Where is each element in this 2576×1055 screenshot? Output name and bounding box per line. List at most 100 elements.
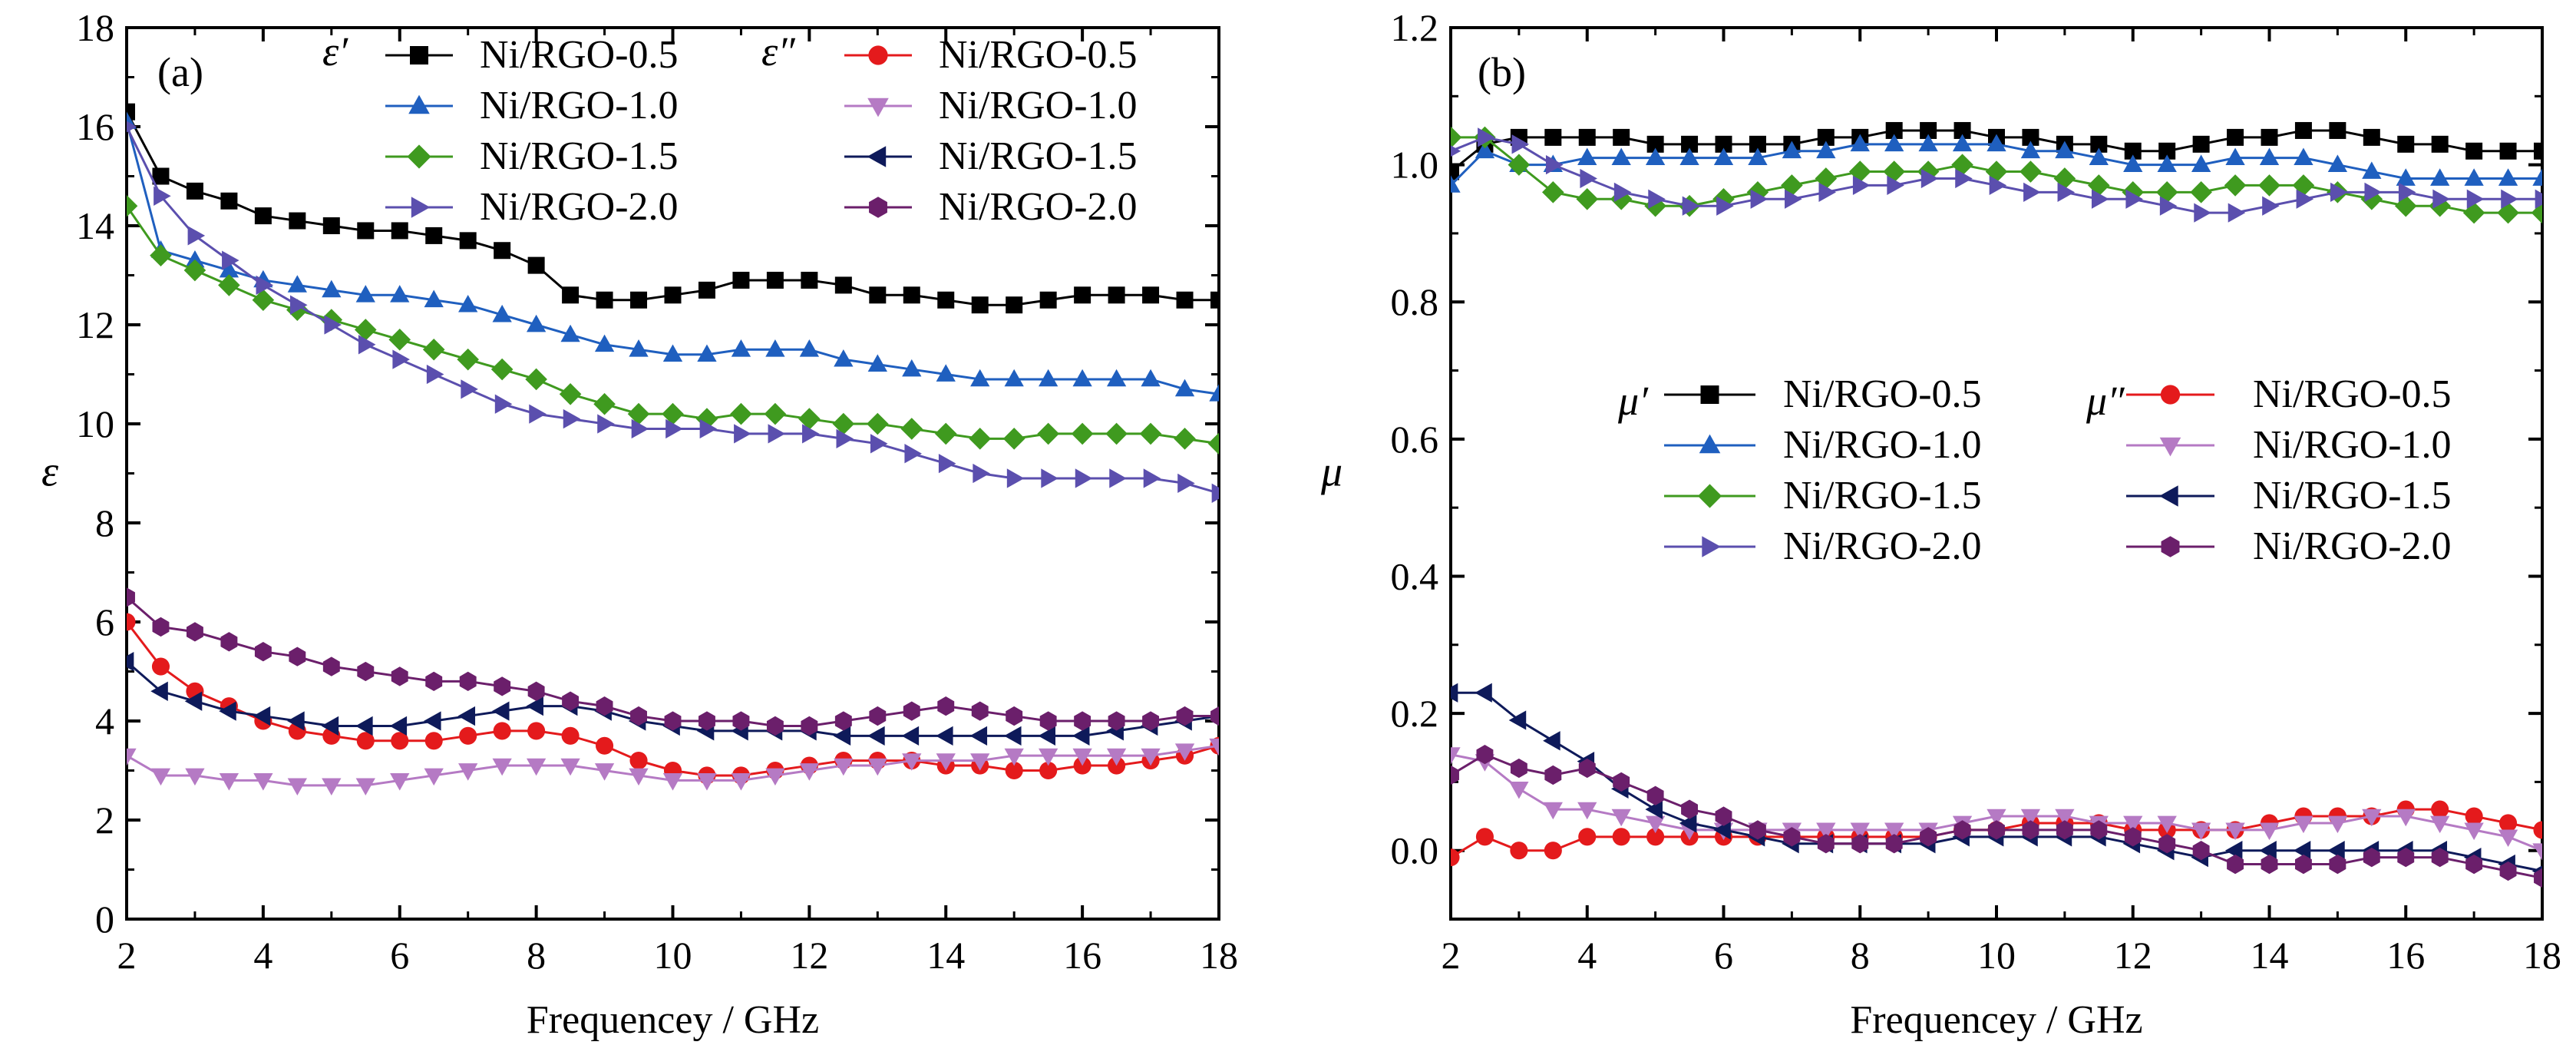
data-point <box>2259 822 2280 841</box>
data-point <box>1884 134 1904 152</box>
data-point <box>562 286 580 304</box>
data-point <box>1174 428 1196 450</box>
y-axis-title: ε <box>41 448 59 496</box>
data-point <box>697 344 717 362</box>
data-point <box>629 339 649 357</box>
data-point <box>1852 175 1871 196</box>
data-point <box>1074 286 1091 304</box>
data-point <box>936 726 953 746</box>
data-point <box>1106 369 1127 387</box>
data-point <box>971 701 989 721</box>
data-point <box>461 379 478 399</box>
data-point <box>1715 135 1732 153</box>
data-point <box>559 383 582 405</box>
data-point <box>2327 815 2348 834</box>
data-point <box>219 260 239 278</box>
data-point <box>2534 868 2542 888</box>
data-point <box>2531 201 2542 224</box>
data-point <box>525 368 547 391</box>
data-point <box>1141 748 1161 766</box>
legend-marker <box>1700 385 1719 404</box>
data-point <box>2227 128 2244 146</box>
data-point <box>1885 834 1903 854</box>
data-point <box>1074 711 1091 731</box>
data-point <box>2020 809 2041 827</box>
data-point <box>2053 167 2076 190</box>
data-point <box>492 304 512 322</box>
data-point <box>1646 828 1665 846</box>
data-point <box>2431 135 2449 153</box>
data-point <box>900 418 923 440</box>
data-point <box>2158 142 2176 160</box>
data-point <box>2020 160 2042 183</box>
data-point <box>424 732 443 750</box>
data-point <box>1679 813 1697 833</box>
legend-marker <box>867 98 889 117</box>
data-point <box>1510 758 1527 779</box>
data-point <box>1645 799 1663 819</box>
data-point <box>973 463 990 484</box>
data-point <box>2124 142 2142 160</box>
data-point <box>425 227 443 244</box>
data-point <box>425 671 443 692</box>
data-point <box>2462 201 2485 224</box>
data-point <box>801 716 818 736</box>
series-6-Ni/RGO-1.5 <box>127 651 1219 746</box>
legend-group-1: ε″ Ni/RGO-0.5 Ni/RGO-1.0 Ni/RGO-1.5 Ni/RGO-2… <box>761 28 1138 229</box>
legend-entry: Ni/RGO-2.0 <box>1664 524 1982 568</box>
series-7-Ni/RGO-2.0 <box>127 587 1219 736</box>
data-point <box>252 289 275 312</box>
data-point <box>458 295 478 313</box>
data-point <box>1580 168 1597 189</box>
x-tick-label: 2 <box>117 934 137 977</box>
data-point <box>1510 842 1528 860</box>
x-axis-title: Frequencey / GHz <box>1850 998 2142 1042</box>
data-point <box>1815 167 1838 190</box>
data-point <box>127 121 137 133</box>
data-point <box>1451 145 1461 157</box>
series-3-Ni/RGO-2.0 <box>127 121 1219 503</box>
data-point <box>1545 154 1564 175</box>
data-point <box>1475 683 1492 703</box>
legend-label: Ni/RGO-2.0 <box>480 185 679 229</box>
data-point <box>768 424 786 444</box>
data-point <box>799 339 820 357</box>
data-point <box>1985 160 2008 183</box>
data-point <box>596 696 613 716</box>
data-point <box>1953 121 1971 139</box>
x-axis-title: Frequencey / GHz <box>527 998 819 1042</box>
data-point <box>801 271 818 289</box>
data-point <box>2123 815 2143 834</box>
data-point <box>2363 128 2380 146</box>
data-point <box>2431 847 2449 868</box>
data-point <box>937 696 955 716</box>
legend-marker <box>867 146 887 167</box>
data-point <box>867 726 885 746</box>
data-point <box>732 711 750 731</box>
data-point <box>354 319 377 341</box>
data-point <box>459 726 477 745</box>
data-point <box>2294 815 2313 834</box>
legend-entry: Ni/RGO-0.5 <box>1664 372 1982 416</box>
data-point <box>2020 141 2041 159</box>
data-point <box>2157 815 2177 834</box>
x-tick-label: 14 <box>926 934 965 977</box>
data-point <box>492 758 512 776</box>
data-point <box>937 291 955 309</box>
data-point <box>1508 710 1527 730</box>
data-point <box>253 773 273 791</box>
data-point <box>1209 738 1219 756</box>
legend-entry: Ni/RGO-2.0 <box>844 185 1138 229</box>
data-point <box>322 778 342 796</box>
x-tick-label: 16 <box>1063 934 1101 977</box>
data-point <box>424 711 441 731</box>
data-point <box>1646 135 1664 153</box>
data-point <box>2534 142 2542 160</box>
data-point <box>562 691 580 711</box>
data-point <box>2157 154 2177 172</box>
data-point <box>1920 121 1937 139</box>
data-point <box>662 344 683 362</box>
data-point <box>2329 121 2346 139</box>
data-point <box>1613 772 1630 792</box>
data-point <box>529 404 547 424</box>
